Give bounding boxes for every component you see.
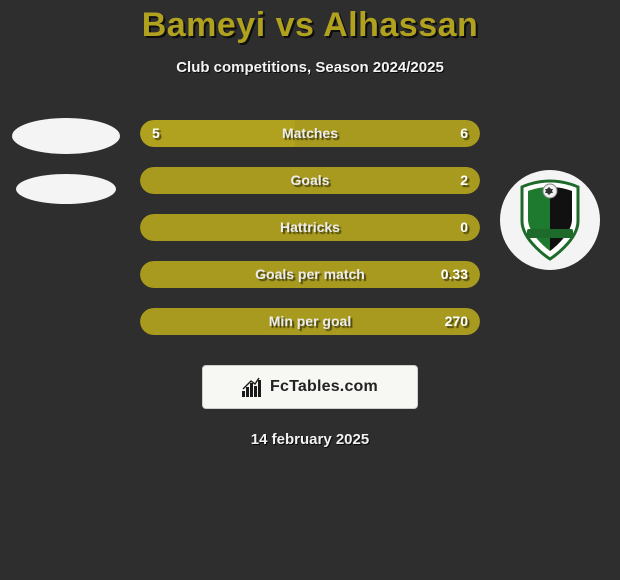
bar-chart-icon — [242, 377, 264, 397]
bar-value-left: 5 — [152, 120, 160, 147]
stat-bar: Matches5 6 — [140, 120, 480, 147]
subtitle: Club competitions, Season 2024/2025 — [0, 59, 620, 76]
date-text: 14 february 2025 — [0, 431, 620, 448]
bar-value-right: 2 — [460, 167, 468, 194]
page-title: Bameyi vs Alhassan — [0, 0, 620, 45]
player2-club-badge — [500, 170, 600, 270]
bar-label: Min per goal — [140, 308, 480, 335]
bar-label: Matches — [140, 120, 480, 147]
stat-bar: Min per goal270 — [140, 308, 480, 335]
brand-text: FcTables.com — [270, 378, 378, 396]
bar-label: Goals — [140, 167, 480, 194]
bar-value-right: 270 — [445, 308, 468, 335]
bar-label: Hattricks — [140, 214, 480, 241]
stat-bar: Goals2 — [140, 167, 480, 194]
brand-box[interactable]: FcTables.com — [202, 365, 418, 409]
stat-bar: Goals per match0.33 — [140, 261, 480, 288]
stat-bar: Hattricks0 — [140, 214, 480, 241]
stat-bars: Matches5 6 Goals2 Hattricks0 Goals per match… — [140, 120, 480, 335]
club-crest-icon — [514, 179, 586, 261]
player1-club-badge-placeholder — [16, 174, 116, 204]
bar-value-right: 0 — [460, 214, 468, 241]
comparison-card: Bameyi vs Alhassan Club competitions, Se… — [0, 0, 620, 580]
bar-label: Goals per match — [140, 261, 480, 288]
bar-value-right: 0.33 — [441, 261, 468, 288]
bar-value-right: 6 — [460, 120, 468, 147]
left-player-badges — [6, 118, 126, 204]
player1-face-placeholder — [12, 118, 120, 154]
